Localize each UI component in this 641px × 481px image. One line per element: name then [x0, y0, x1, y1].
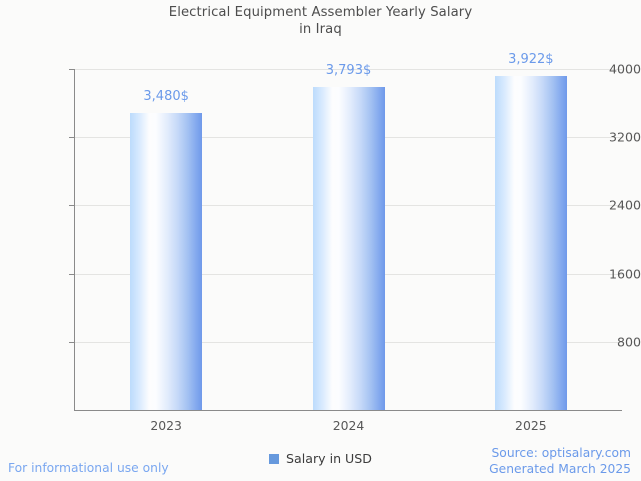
footer-disclaimer: For informational use only	[8, 461, 169, 475]
footer-generated: Generated March 2025	[489, 461, 631, 476]
y-axis-line	[74, 69, 75, 411]
chart-title-line-1: Electrical Equipment Assembler Yearly Sa…	[168, 5, 473, 20]
gridline	[75, 69, 622, 70]
legend-swatch-icon	[269, 453, 280, 464]
chart-title-line-2: in Iraq	[299, 22, 342, 37]
y-tick-label: 4000	[608, 61, 641, 77]
y-tick-mark	[69, 69, 74, 70]
x-tick-label-2025: 2025	[515, 418, 547, 433]
x-axis-line	[74, 410, 622, 411]
bar-value-label-2025: 3,922$	[508, 51, 554, 67]
y-tick-label: 800	[616, 334, 641, 350]
footer-source: Source: optisalary.com	[491, 446, 632, 460]
chart-legend: Salary in USD	[0, 451, 641, 466]
bar-2024[interactable]	[313, 87, 385, 410]
bar-value-label-2024: 3,793$	[325, 62, 372, 78]
y-tick-label: 3200	[608, 129, 641, 145]
y-tick-mark	[69, 137, 74, 138]
y-tick-mark	[69, 205, 74, 206]
legend-label-salary-in-usd: Salary in USD	[286, 451, 372, 466]
bar-2025[interactable]	[495, 76, 567, 410]
y-tick-mark	[69, 342, 74, 343]
footer-source-block: Source: optisalary.com Generated March 2…	[489, 446, 631, 477]
y-tick-label: 1600	[608, 266, 641, 282]
chart-title: Electrical Equipment Assembler Yearly Sa…	[0, 4, 641, 38]
bar-value-label-2023: 3,480$	[143, 89, 189, 105]
y-tick-label: 2400	[608, 197, 641, 213]
x-tick-label-2023: 2023	[150, 418, 182, 433]
y-tick-mark	[69, 274, 74, 275]
x-tick-label-2024: 2024	[332, 418, 365, 433]
bar-2023[interactable]	[130, 113, 202, 410]
